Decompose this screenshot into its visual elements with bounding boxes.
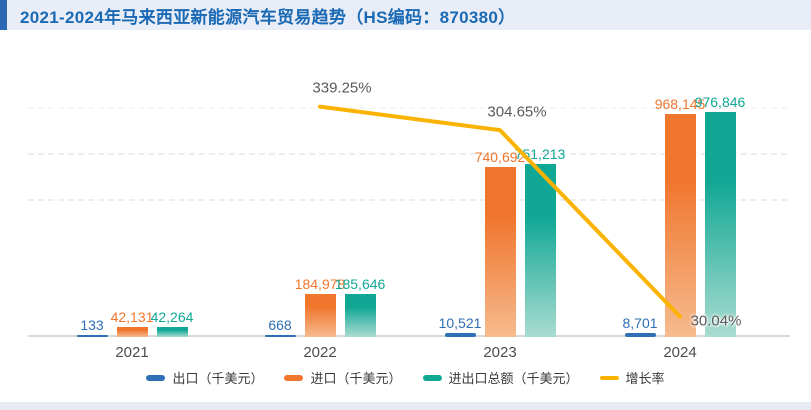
value-label-export-2022: 668	[268, 317, 292, 333]
legend-marker-export	[146, 374, 166, 381]
value-label-total-2022: 185,646	[334, 276, 386, 293]
trade-trend-chart: 133 668 10,521 8,701 42,131 184,978 740,692 968…	[0, 30, 811, 410]
legend-item-growth-rate[interactable]: 增长率	[599, 368, 665, 387]
bar-export-2023	[444, 333, 476, 337]
bar-export-2022	[264, 335, 296, 337]
bar-import-2021	[116, 327, 148, 337]
legend-marker-growth-rate	[599, 375, 619, 380]
value-label-total-2024: 976,846	[694, 94, 746, 111]
bar-total-2024	[704, 112, 736, 337]
x-axis-line	[28, 335, 790, 337]
chart-legend: 出口（千美元） 进口（千美元） 进出口总额（千美元） 增长率	[0, 368, 811, 387]
value-label-import-2021: 42,131	[110, 309, 154, 326]
footer-strip	[0, 402, 811, 410]
legend-marker-import	[284, 374, 304, 381]
legend-item-total[interactable]: 进出口总额（千美元）	[422, 368, 579, 387]
growth-rate-label-2024: 30.04%	[690, 312, 742, 330]
legend-label-import: 进口（千美元）	[310, 371, 402, 386]
bar-export-2021	[76, 335, 108, 337]
title-accent-bar	[0, 0, 7, 30]
legend-marker-total	[422, 374, 442, 381]
bar-total-2021	[156, 327, 188, 337]
bar-total-2022	[344, 294, 376, 337]
bar-import-2024	[664, 114, 696, 337]
value-label-total-2023: 751,213	[514, 146, 566, 163]
chart-title-bar: 2021-2024年马来西亚新能源汽车贸易趋势（HS编码：870380）	[0, 0, 811, 30]
x-axis-label-2024: 2024	[663, 344, 697, 361]
value-label-export-2024: 8,701	[622, 315, 658, 331]
growth-rate-label-2023: 304.65%	[487, 103, 547, 121]
bar-import-2023	[484, 166, 516, 337]
bar-import-2022	[304, 294, 336, 337]
legend-label-export: 出口（千美元）	[172, 371, 264, 386]
x-axis-label-2022: 2022	[303, 344, 337, 361]
value-label-export-2023: 10,521	[438, 315, 482, 331]
growth-rate-label-2022: 339.25%	[312, 79, 372, 97]
x-axis-label-2023: 2023	[483, 344, 517, 361]
bar-export-2024	[624, 333, 656, 337]
legend-item-import[interactable]: 进口（千美元）	[284, 368, 402, 387]
legend-item-export[interactable]: 出口（千美元）	[146, 368, 263, 387]
chart-title: 2021-2024年马来西亚新能源汽车贸易趋势（HS编码：870380）	[20, 7, 516, 27]
legend-label-total: 进出口总额（千美元）	[448, 371, 579, 386]
legend-label-growth-rate: 增长率	[625, 371, 665, 386]
value-label-total-2021: 42,264	[150, 309, 194, 326]
x-axis-label-2021: 2021	[115, 344, 149, 361]
bar-total-2023	[524, 164, 556, 337]
value-label-export-2021: 133	[80, 317, 104, 333]
